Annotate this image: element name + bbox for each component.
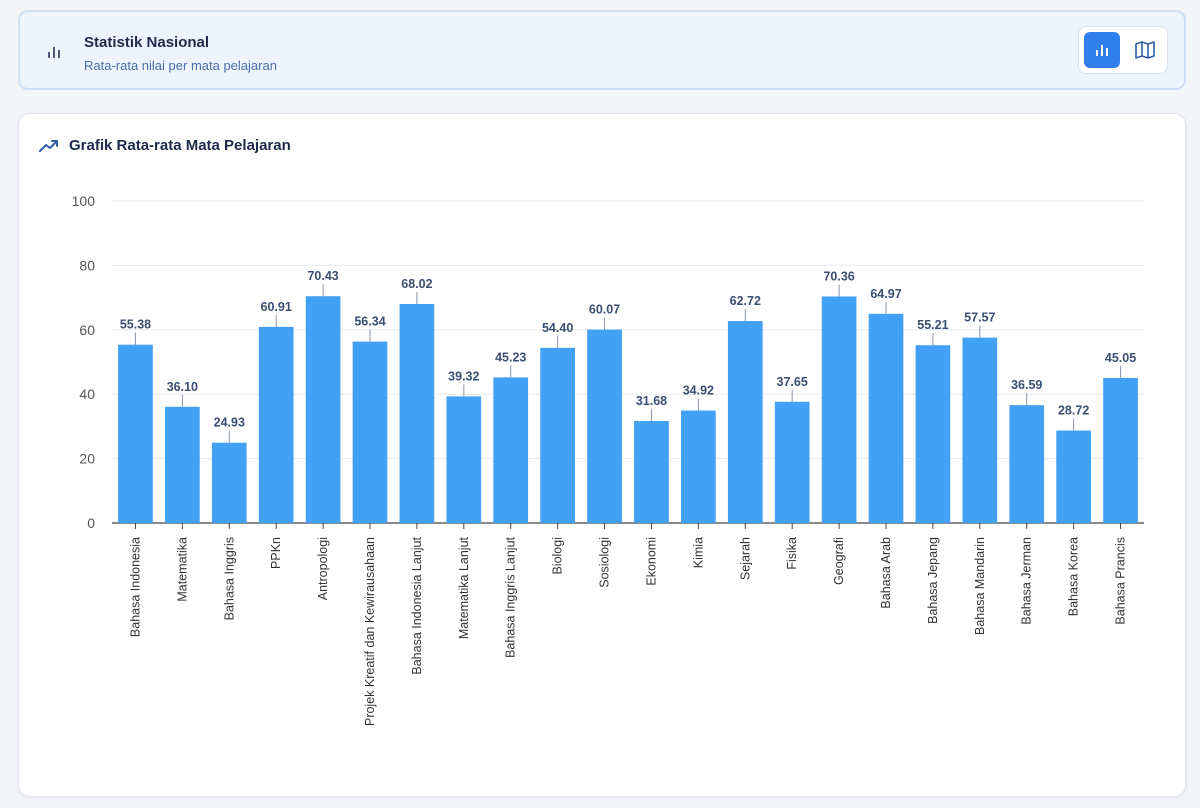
x-tick-label: Bahasa Inggris Lanjut bbox=[504, 536, 518, 657]
page-title: Statistik Nasional bbox=[84, 34, 210, 51]
y-tick-label: 20 bbox=[79, 451, 95, 467]
chart-card: Grafik Rata-rata Mata Pelajaran 0 20 40 60 8… bbox=[18, 113, 1186, 797]
value-label: 64.97 bbox=[870, 287, 901, 301]
y-tick-label: 40 bbox=[79, 386, 95, 402]
value-label: 57.57 bbox=[964, 311, 995, 325]
x-tick-label: Matematika Lanjut bbox=[457, 536, 471, 639]
map-icon bbox=[1135, 41, 1155, 59]
x-tick-label: Kimia bbox=[691, 537, 705, 568]
bar-chart: 0 20 40 60 80 100 55.38 Bahasa Indonesia 36.10 Ma… bbox=[72, 193, 1144, 726]
value-label: 28.72 bbox=[1058, 404, 1089, 418]
value-label: 24.93 bbox=[214, 416, 245, 430]
value-label: 62.72 bbox=[730, 294, 761, 308]
bar[interactable] bbox=[352, 341, 388, 523]
bar[interactable] bbox=[399, 303, 435, 523]
value-label: 45.05 bbox=[1105, 351, 1136, 365]
bar[interactable] bbox=[962, 337, 998, 523]
x-tick-label: Bahasa Indonesia Lanjut bbox=[410, 536, 424, 674]
x-tick-label: Sejarah bbox=[738, 537, 752, 580]
bar[interactable] bbox=[1056, 430, 1091, 523]
value-label: 36.10 bbox=[167, 380, 198, 394]
x-tick-label: Bahasa Prancis bbox=[1114, 537, 1128, 625]
value-label: 70.36 bbox=[823, 269, 854, 283]
x-tick-label: Bahasa Inggris bbox=[222, 537, 236, 620]
value-label: 55.38 bbox=[120, 318, 151, 332]
x-tick-label: Projek Kreatif dan Kewirausahaan bbox=[363, 537, 377, 726]
bar[interactable] bbox=[727, 321, 763, 523]
x-tick-label: Geografi bbox=[832, 537, 846, 585]
x-tick-label: Ekonomi bbox=[644, 537, 658, 586]
x-tick-label: Fisika bbox=[785, 537, 799, 570]
x-tick-label: Sosiologi bbox=[598, 537, 612, 588]
trending-up-icon bbox=[39, 140, 58, 152]
y-tick-label: 60 bbox=[79, 322, 95, 338]
bar[interactable] bbox=[446, 396, 482, 523]
bar-chart-icon bbox=[48, 47, 60, 58]
bar[interactable] bbox=[305, 296, 341, 523]
x-tick-label: Bahasa Indonesia bbox=[128, 537, 142, 637]
page-subtitle: Rata-rata nilai per mata pelajaran bbox=[84, 58, 277, 73]
value-label: 31.68 bbox=[636, 394, 667, 408]
chart-title: Grafik Rata-rata Mata Pelajaran bbox=[69, 137, 291, 154]
bar[interactable] bbox=[493, 377, 529, 523]
y-tick-label: 80 bbox=[79, 257, 95, 273]
value-label: 55.21 bbox=[917, 318, 948, 332]
bar[interactable] bbox=[868, 313, 904, 523]
bar[interactable] bbox=[681, 410, 716, 523]
x-tick-label: Bahasa Korea bbox=[1067, 537, 1081, 616]
bar[interactable] bbox=[774, 401, 810, 523]
value-label: 56.34 bbox=[354, 315, 385, 329]
value-label: 36.59 bbox=[1011, 378, 1042, 392]
value-label: 60.07 bbox=[589, 303, 620, 317]
bar[interactable] bbox=[821, 296, 857, 523]
x-tick-label: Bahasa Arab bbox=[879, 537, 893, 609]
bar[interactable] bbox=[165, 406, 200, 523]
value-label: 68.02 bbox=[401, 277, 432, 291]
x-tick-label: Matematika bbox=[175, 537, 189, 602]
value-label: 45.23 bbox=[495, 350, 526, 364]
bar[interactable] bbox=[118, 344, 153, 523]
x-tick-label: PPKn bbox=[269, 537, 283, 569]
x-tick-label: Biologi bbox=[551, 537, 565, 575]
value-label: 34.92 bbox=[683, 384, 714, 398]
bar-chart-icon bbox=[1096, 45, 1108, 56]
bar[interactable] bbox=[587, 329, 622, 523]
x-tick-label: Antropologi bbox=[316, 537, 330, 600]
bar[interactable] bbox=[634, 420, 669, 523]
value-label: 60.91 bbox=[261, 300, 292, 314]
value-label: 39.32 bbox=[448, 369, 479, 383]
stats-header: Statistik Nasional Rata-rata nilai per m… bbox=[18, 10, 1186, 90]
bar[interactable] bbox=[1103, 377, 1138, 523]
view-toggle bbox=[1078, 26, 1168, 74]
x-tick-label: Bahasa Jerman bbox=[1020, 537, 1034, 625]
y-tick-label: 100 bbox=[72, 193, 96, 209]
bar[interactable] bbox=[915, 345, 951, 523]
chart-view-button[interactable] bbox=[1084, 32, 1120, 68]
map-view-button[interactable] bbox=[1127, 32, 1163, 68]
x-tick-label: Bahasa Jepang bbox=[926, 537, 940, 624]
value-label: 54.40 bbox=[542, 321, 573, 335]
x-tick-label: Bahasa Mandarin bbox=[973, 537, 987, 635]
bar[interactable] bbox=[211, 442, 247, 523]
bar[interactable] bbox=[1009, 405, 1045, 523]
bar[interactable] bbox=[540, 347, 575, 523]
bar[interactable] bbox=[258, 326, 294, 523]
value-label: 37.65 bbox=[777, 375, 808, 389]
y-tick-label: 0 bbox=[87, 515, 95, 531]
value-label: 70.43 bbox=[307, 269, 338, 283]
